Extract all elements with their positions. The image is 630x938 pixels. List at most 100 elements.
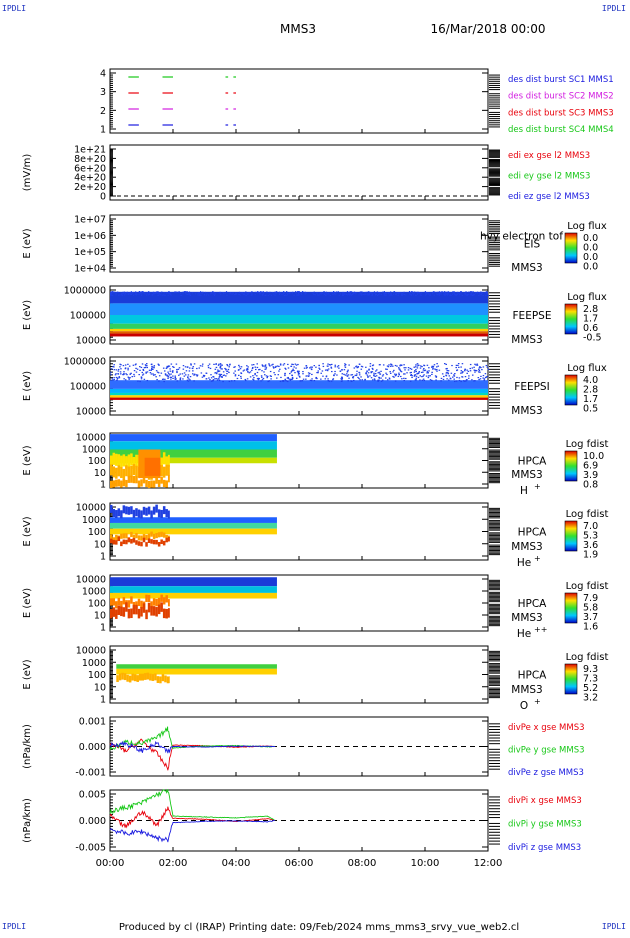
spectrogram-cell xyxy=(160,594,163,602)
spectrogram-cell xyxy=(229,292,232,294)
spectrogram-cell xyxy=(467,294,469,296)
spectrogram-cell xyxy=(125,373,127,375)
spectrogram-cell xyxy=(145,534,148,541)
spectrogram-cell xyxy=(130,294,133,296)
spectrogram-cell xyxy=(234,370,236,372)
corner-label-bottom-left: IPDLI xyxy=(2,922,27,931)
spectrogram-cell xyxy=(152,293,154,295)
spectrogram-cell xyxy=(122,374,125,376)
spectrogram-cell xyxy=(234,375,237,377)
spectrogram-cell xyxy=(373,291,376,293)
spectrogram-cell xyxy=(346,371,349,373)
spectrogram-cell xyxy=(123,378,125,380)
spectrogram-cell xyxy=(135,508,138,517)
spectrogram-cell xyxy=(154,292,156,294)
spectrogram-cell xyxy=(201,365,204,367)
spectrogram-cell xyxy=(146,379,149,382)
spectrogram-cell xyxy=(128,378,130,380)
spectrogram-cell xyxy=(390,292,392,294)
spectrogram-cell xyxy=(352,293,354,295)
spectrogram-cell xyxy=(117,605,121,615)
spectrogram-cell xyxy=(390,365,392,368)
y-axis-label: E (eV) xyxy=(22,228,33,258)
spectrogram-cell xyxy=(286,294,289,296)
spectrogram-cell xyxy=(441,373,444,375)
spectrogram-cell xyxy=(481,369,483,371)
spectrogram-cell xyxy=(323,291,325,293)
spectrogram-cell xyxy=(403,367,405,369)
spectrogram-cell xyxy=(306,375,308,377)
footer-produced-by: Produced by cl (IRAP) xyxy=(119,922,226,933)
spectrogram-cell xyxy=(142,506,146,515)
spectrogram-cell xyxy=(465,380,467,382)
spectrogram-cell xyxy=(126,374,128,376)
instrument-label: HPCA xyxy=(518,598,548,610)
spectrogram-cell xyxy=(261,370,263,372)
spectrogram-cell xyxy=(274,291,276,293)
spectrogram-cell xyxy=(348,291,350,293)
spectrogram-cell xyxy=(300,380,302,382)
spectrogram-cell xyxy=(127,454,131,467)
spectrogram-cell xyxy=(152,368,154,371)
spectrogram-cell xyxy=(267,380,269,383)
spectrogram-cell xyxy=(357,376,359,379)
spectrogram-cell xyxy=(252,375,254,377)
y-tick-label: 10 xyxy=(94,682,106,693)
spectrogram-cell xyxy=(110,392,488,396)
spectrogram-cell xyxy=(310,379,313,382)
spectrogram-cell xyxy=(113,369,116,371)
spectrogram-cell xyxy=(202,291,204,293)
spectrogram-cell xyxy=(157,294,159,296)
spectrogram-cell xyxy=(431,371,433,373)
spectrogram-cell xyxy=(239,294,241,296)
spectrogram-cell xyxy=(174,291,176,293)
spectrogram-cell xyxy=(136,675,139,682)
spectrogram-cell xyxy=(254,372,256,375)
spectrogram-cell xyxy=(348,293,350,295)
spectrogram-cell xyxy=(384,368,387,370)
spectrogram-cell xyxy=(152,291,154,293)
spectrogram-cell xyxy=(129,292,132,294)
spectrogram-cell xyxy=(439,293,441,295)
spectrogram-cell xyxy=(169,292,172,294)
spectrogram-cell xyxy=(120,533,123,539)
spectrogram-cell xyxy=(367,291,369,293)
spectrogram-cell xyxy=(226,370,228,372)
spectrogram-cell xyxy=(175,291,177,293)
spectrogram-cell xyxy=(453,291,455,293)
spectrogram-cell xyxy=(162,452,166,465)
spectrogram-cell xyxy=(330,380,333,382)
spectrogram-cell xyxy=(390,363,393,366)
spectrogram-cell xyxy=(112,291,114,293)
spectrogram-cell xyxy=(127,293,129,295)
series-line xyxy=(109,738,276,771)
spectrogram-cell xyxy=(145,365,147,367)
spectrogram-cell xyxy=(325,294,327,296)
spectrogram-cell xyxy=(222,293,225,295)
spectrogram-cell xyxy=(202,374,205,376)
spectrogram-cell xyxy=(168,374,171,376)
spectrogram-cell xyxy=(183,375,186,377)
spectrogram-cell xyxy=(120,480,123,488)
spectrogram-cell xyxy=(261,364,264,366)
spectrogram-cell xyxy=(336,374,338,376)
spectrogram-cell xyxy=(416,367,419,369)
spectrogram-cell xyxy=(400,364,403,367)
spectrogram-cell xyxy=(209,367,212,370)
spectrogram-cell xyxy=(262,377,265,380)
spectrogram-cell xyxy=(188,291,191,293)
spectrogram-cell xyxy=(215,372,218,375)
species-label: O xyxy=(520,700,528,712)
spectrogram-cell xyxy=(298,370,300,372)
spectrogram-cell xyxy=(226,294,228,296)
spectrogram-cell xyxy=(457,293,459,295)
spectrogram-cell xyxy=(337,365,340,367)
spectrogram-cell xyxy=(131,376,134,378)
spectrogram-cell xyxy=(113,378,116,381)
spectrogram-cell xyxy=(380,370,382,372)
spectrogram-cell xyxy=(410,294,413,296)
spectrogram-cell xyxy=(353,291,356,293)
spectrogram-cell xyxy=(406,372,408,374)
spectrogram-cell xyxy=(135,533,138,539)
spectrogram-cell xyxy=(422,369,425,371)
